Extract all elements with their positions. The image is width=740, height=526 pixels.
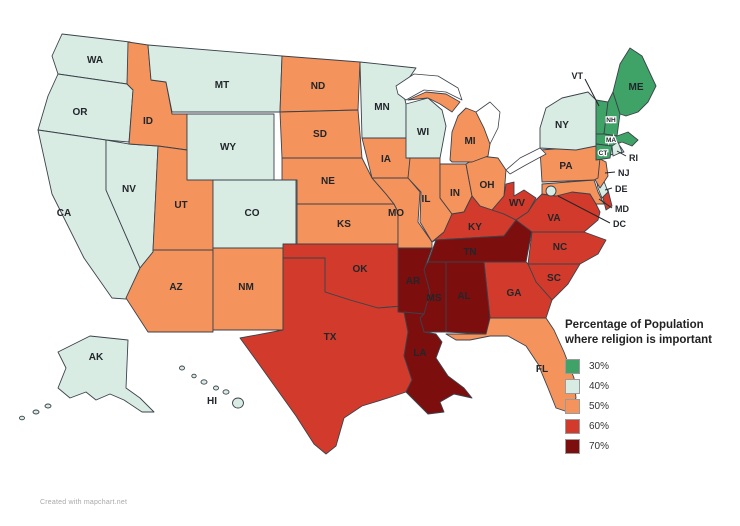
state-nc[interactable]	[527, 231, 607, 265]
legend: Percentage of Population where religion …	[565, 318, 733, 459]
callout-line-de	[604, 187, 613, 191]
state-ks[interactable]	[296, 203, 399, 245]
state-co[interactable]	[212, 179, 297, 249]
legend-swatch-50%	[565, 398, 580, 414]
state-ak[interactable]	[57, 335, 155, 413]
legend-swatch-70%	[565, 438, 580, 454]
state-ny[interactable]	[539, 91, 597, 151]
legend-label-30%: 30%	[589, 360, 610, 372]
state-mi-upper[interactable]	[407, 91, 461, 113]
callout-line-dc	[557, 195, 611, 224]
state-hi-island[interactable]	[179, 365, 185, 371]
callout-line-nj	[604, 171, 616, 174]
legend-row-60%: 60%	[565, 418, 733, 434]
state-ak-island[interactable]	[44, 403, 52, 409]
legend-label-70%: 70%	[589, 440, 610, 452]
state-ar[interactable]	[397, 247, 433, 315]
legend-items: 30% 40% 50% 60% 70%	[565, 358, 733, 454]
state-fl[interactable]	[445, 317, 577, 413]
callout-label-nj: NJ	[618, 168, 630, 178]
callout-line-vt	[584, 78, 600, 107]
callout-label-de: DE	[615, 184, 628, 194]
callout-line-ri	[616, 150, 627, 157]
legend-row-70%: 70%	[565, 438, 733, 454]
callout-label-md: MD	[615, 204, 629, 214]
state-sd[interactable]	[279, 109, 363, 159]
legend-label-50%: 50%	[589, 400, 610, 412]
legend-label-40%: 40%	[589, 380, 610, 392]
legend-row-30%: 30%	[565, 358, 733, 374]
state-hi-island[interactable]	[191, 373, 197, 379]
legend-swatch-60%	[565, 418, 580, 434]
legend-swatch-40%	[565, 378, 580, 394]
state-hi-island[interactable]	[200, 379, 208, 385]
attribution-text: Created with mapchart.net	[40, 499, 128, 506]
state-hi-big-island[interactable]	[232, 397, 244, 409]
state-ct[interactable]	[595, 143, 613, 161]
legend-label-60%: 60%	[589, 420, 610, 432]
legend-title-line1: Percentage of Population	[565, 319, 704, 331]
legend-row-40%: 40%	[565, 378, 733, 394]
state-ak-island[interactable]	[32, 409, 40, 415]
lake-superior	[395, 73, 463, 101]
legend-title-line2: where religion is important	[565, 333, 712, 346]
state-ak-island[interactable]	[19, 415, 25, 421]
state-wi[interactable]	[405, 97, 447, 159]
state-dc-marker[interactable]	[545, 185, 557, 197]
lakes-layer	[395, 73, 547, 175]
state-nm[interactable]	[212, 247, 284, 331]
state-tx[interactable]	[239, 257, 413, 455]
state-me[interactable]	[612, 47, 657, 117]
legend-row-50%: 50%	[565, 398, 733, 414]
state-label-hi: HI	[207, 396, 217, 407]
state-nh[interactable]	[603, 91, 621, 137]
legend-title: Percentage of Population where religion …	[565, 318, 733, 348]
state-wy[interactable]	[186, 113, 275, 181]
state-hi-island[interactable]	[222, 389, 230, 395]
callout-label-dc: DC	[613, 219, 626, 229]
legend-swatch-30%	[565, 358, 580, 374]
state-al[interactable]	[445, 261, 491, 335]
state-wv[interactable]	[491, 181, 537, 221]
lake-erie	[505, 147, 547, 175]
state-la[interactable]	[403, 311, 473, 415]
lake-huron	[475, 101, 501, 145]
state-hi-island[interactable]	[213, 385, 219, 391]
callout-label-ri: RI	[629, 153, 638, 163]
callout-line-md	[598, 198, 613, 209]
callout-label-vt: VT	[571, 71, 583, 81]
states-layer	[19, 33, 657, 455]
state-nd[interactable]	[279, 55, 361, 113]
state-pa[interactable]	[539, 145, 601, 183]
